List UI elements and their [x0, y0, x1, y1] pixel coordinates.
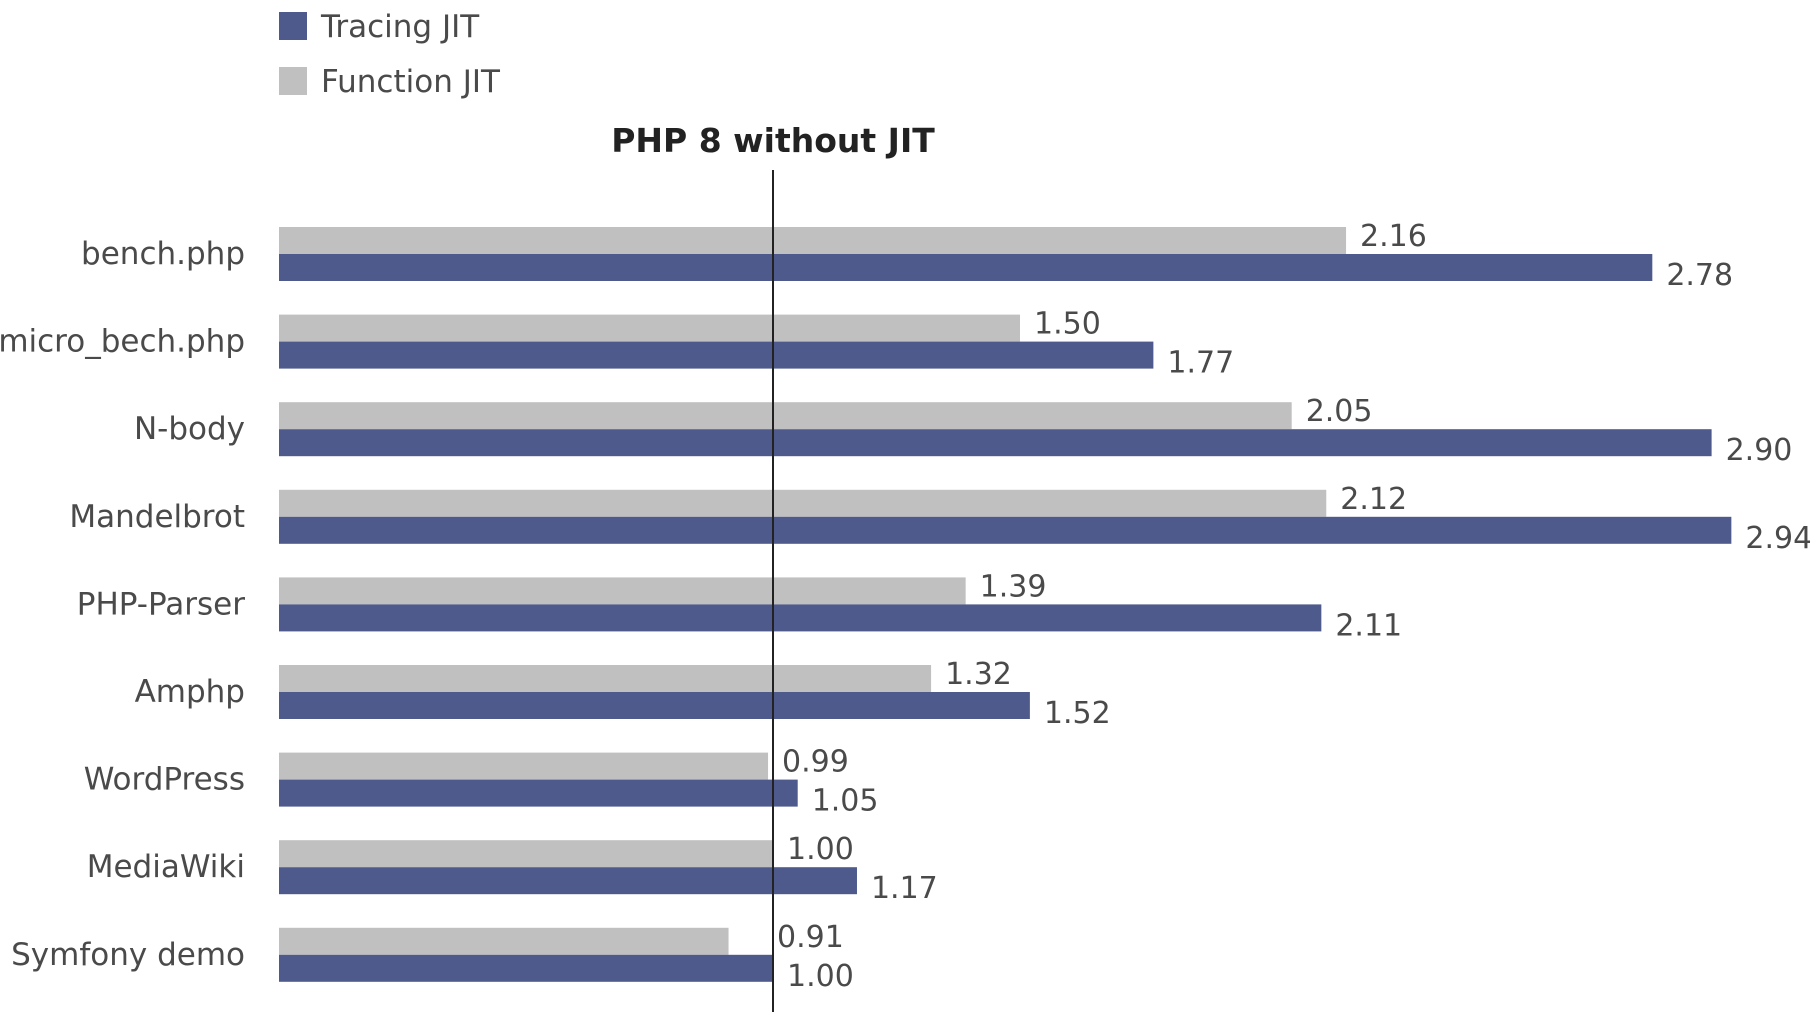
- bar-function-jit-mandelbrot: [279, 489, 1327, 517]
- legend-swatch-function-jit: [279, 67, 307, 95]
- value-label-tracing-jit-symfony-demo: 1.00: [787, 959, 854, 994]
- bar-tracing-jit-n-body: [279, 429, 1712, 457]
- category-labels: bench.php micro_bech.php N-body Mandelbrot P…: [0, 236, 245, 973]
- value-label-tracing-jit-micro-bech-php: 1.77: [1167, 346, 1234, 381]
- bar-function-jit-bench-php: [279, 227, 1347, 254]
- category-label-symfony-demo: Symfony demo: [11, 937, 245, 973]
- value-labels: 2.16 2.78 1.50 1.77 2.05 2.90 2.12 2.94 1.39 2.11…: [777, 219, 1810, 994]
- value-label-tracing-jit-mediawiki: 1.17: [871, 871, 938, 906]
- category-label-php-parser: PHP-Parser: [77, 586, 245, 622]
- bar-function-jit-symfony-demo: [279, 927, 729, 955]
- value-label-function-jit-n-body: 2.05: [1306, 394, 1373, 429]
- value-label-tracing-jit-wordpress: 1.05: [812, 784, 879, 819]
- value-label-function-jit-php-parser: 1.39: [980, 569, 1047, 604]
- baseline-label: PHP 8 without JIT: [611, 121, 935, 160]
- legend-swatch-tracing-jit: [279, 12, 307, 40]
- bars-group: [279, 227, 1732, 982]
- category-label-amphp: Amphp: [135, 674, 245, 710]
- legend-label-tracing-jit: Tracing JIT: [320, 9, 480, 45]
- value-label-function-jit-symfony-demo: 0.91: [777, 920, 844, 955]
- bar-tracing-jit-amphp: [279, 692, 1030, 719]
- value-label-function-jit-mediawiki: 1.00: [787, 832, 854, 867]
- value-label-function-jit-mandelbrot: 2.12: [1340, 482, 1407, 517]
- legend-label-function-jit: Function JIT: [321, 64, 501, 100]
- value-label-tracing-jit-mandelbrot: 2.94: [1745, 521, 1810, 556]
- category-label-mediawiki: MediaWiki: [87, 849, 245, 885]
- bar-tracing-jit-bench-php: [279, 254, 1653, 281]
- category-label-bench-php: bench.php: [81, 236, 245, 272]
- category-label-micro-bech-php: micro_bech.php: [0, 324, 245, 360]
- bar-function-jit-micro-bech-php: [279, 314, 1020, 342]
- category-label-wordpress: WordPress: [84, 762, 245, 798]
- value-label-tracing-jit-n-body: 2.90: [1726, 433, 1793, 468]
- legend: Tracing JIT Function JIT: [279, 9, 501, 100]
- bar-tracing-jit-php-parser: [279, 604, 1322, 632]
- value-label-tracing-jit-php-parser: 2.11: [1335, 608, 1402, 643]
- bar-function-jit-wordpress: [279, 752, 769, 780]
- bar-tracing-jit-micro-bech-php: [279, 341, 1154, 369]
- bar-tracing-jit-mediawiki: [279, 867, 857, 895]
- category-label-n-body: N-body: [134, 411, 245, 447]
- bar-function-jit-n-body: [279, 402, 1292, 430]
- value-label-function-jit-amphp: 1.32: [945, 657, 1012, 692]
- bar-tracing-jit-mandelbrot: [279, 516, 1732, 544]
- bar-tracing-jit-symfony-demo: [279, 954, 773, 982]
- bar-function-jit-php-parser: [279, 577, 966, 605]
- value-label-tracing-jit-amphp: 1.52: [1044, 696, 1111, 731]
- category-label-mandelbrot: Mandelbrot: [69, 499, 245, 535]
- bar-tracing-jit-wordpress: [279, 779, 798, 807]
- value-label-function-jit-bench-php: 2.16: [1360, 219, 1427, 254]
- bar-function-jit-amphp: [279, 665, 932, 692]
- value-label-tracing-jit-bench-php: 2.78: [1666, 258, 1733, 293]
- value-label-function-jit-wordpress: 0.99: [782, 745, 849, 780]
- bar-function-jit-mediawiki: [279, 840, 773, 868]
- value-label-function-jit-micro-bech-php: 1.50: [1034, 307, 1101, 342]
